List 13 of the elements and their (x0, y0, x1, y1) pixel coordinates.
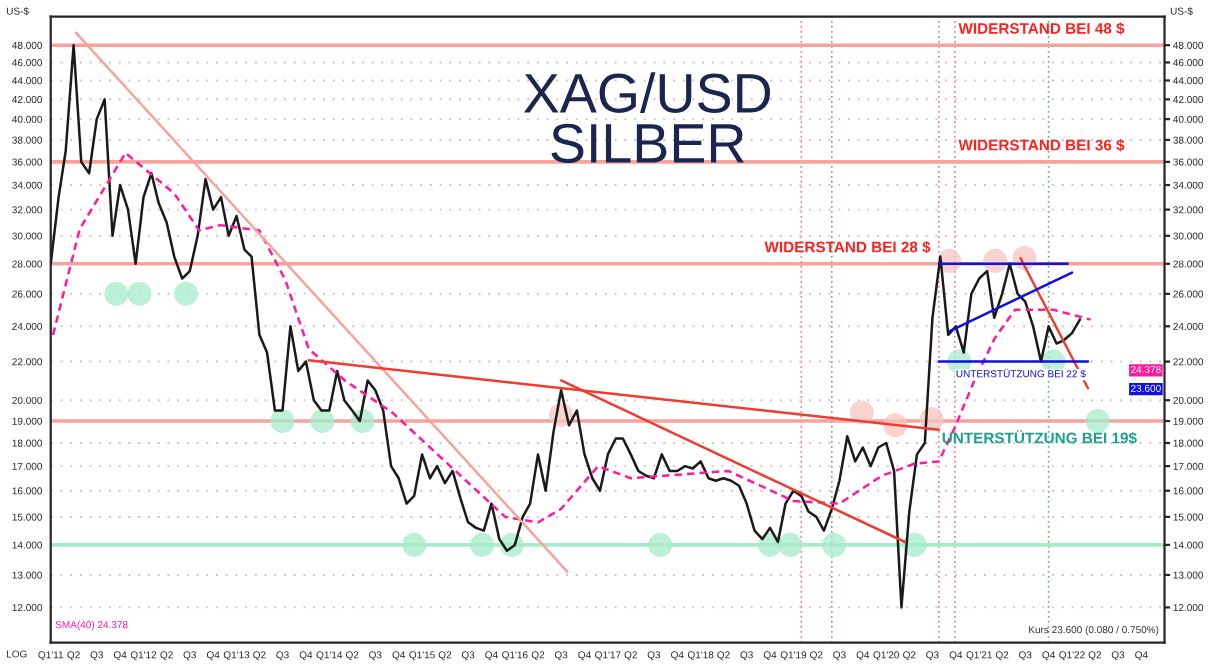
point (173, 281, 198, 306)
text: XAG/USD (523, 72, 771, 113)
point (127, 281, 152, 306)
point (1085, 409, 1110, 434)
point (104, 281, 129, 306)
point (270, 409, 295, 434)
text: SILBER (551, 123, 744, 164)
point (470, 532, 495, 557)
point (648, 532, 673, 557)
point (402, 532, 427, 557)
point (310, 409, 335, 434)
point (778, 532, 803, 557)
point (822, 532, 847, 557)
